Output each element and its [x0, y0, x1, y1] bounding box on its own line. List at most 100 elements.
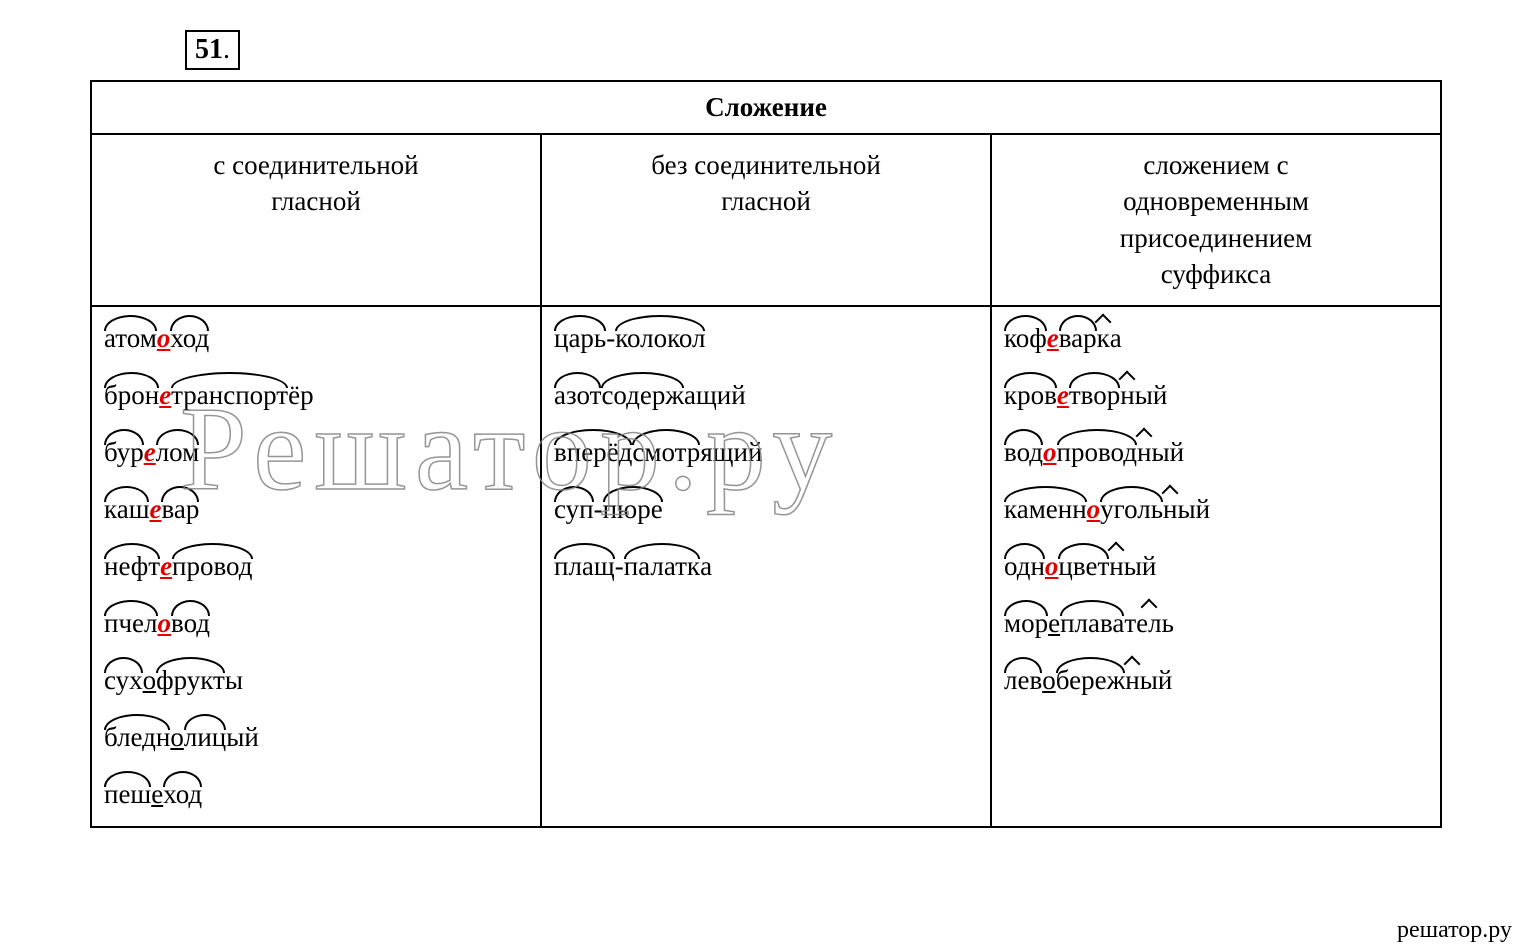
word-segment: азот [554, 382, 601, 409]
word-segment: - [606, 325, 615, 352]
word-segment: е [1057, 382, 1069, 409]
col1-header: с соединительнойгласной [91, 134, 541, 306]
word-segment: нефт [104, 553, 160, 580]
word-segment: бледн [104, 724, 170, 751]
word-segment: цвет [1058, 553, 1109, 580]
word-segment: н [1125, 667, 1139, 694]
word-segment: тель [1124, 610, 1174, 637]
word-line: пешеход [104, 781, 528, 808]
word-line: суп-пюре [554, 496, 978, 523]
word-line: атомоход [104, 325, 528, 352]
word-segment: о [158, 610, 172, 637]
word-line: бледнолицый [104, 724, 528, 751]
word-line: левобережный [1004, 667, 1428, 694]
word-segment: вод [171, 610, 210, 637]
word-line: бурелом [104, 439, 528, 466]
word-segment: е [160, 553, 172, 580]
word-segment: ый [1124, 553, 1157, 580]
compounding-table: Сложение с соединительнойгласной без сое… [90, 80, 1442, 828]
word-segment: - [615, 553, 624, 580]
word-segment: вар [1059, 325, 1097, 352]
word-segment: пюре [603, 496, 663, 523]
word-segment: каменн [1004, 496, 1087, 523]
word-segment: кров [1004, 382, 1057, 409]
col3-words: кофеваркакроветворныйводопроводныйкаменн… [991, 306, 1441, 827]
word-line: мореплаватель [1004, 610, 1428, 637]
exercise-number-box: 51. [185, 30, 240, 70]
word-segment: н [1120, 382, 1134, 409]
word-segment: ый [226, 724, 259, 751]
word-segment: провод [172, 553, 252, 580]
col3-header: сложением содновременнымприсоединениемсу… [991, 134, 1441, 306]
word-segment: о [1043, 439, 1057, 466]
word-segment: о [1087, 496, 1101, 523]
col1-words: атомоходбронетранспортёрбуреломкашеварне… [91, 306, 541, 827]
word-segment: о [157, 325, 171, 352]
word-segment: вод [1004, 439, 1043, 466]
word-segment: ый [1177, 496, 1210, 523]
word-segment: вар [161, 496, 199, 523]
word-segment: н [1163, 496, 1177, 523]
word-segment: а [700, 553, 712, 580]
word-line: пчеловод [104, 610, 528, 637]
word-line: кофеварка [1004, 325, 1428, 352]
word-segment: ход [163, 781, 202, 808]
word-segment: колокол [615, 325, 705, 352]
word-segment: о [170, 724, 184, 751]
word-segment: ый [1151, 439, 1184, 466]
word-segment: бур [104, 439, 144, 466]
word-line: вперёдсмотрящий [554, 439, 978, 466]
word-segment: е [159, 382, 171, 409]
word-segment: палатк [624, 553, 700, 580]
word-line: водопроводный [1004, 439, 1428, 466]
col2-words: царь-колоколазотсодержащийвперёдсмотрящи… [541, 306, 991, 827]
word-segment: брон [104, 382, 159, 409]
word-segment: пчел [104, 610, 158, 637]
exercise-number: 51 [195, 34, 223, 65]
word-segment: ёр [288, 382, 313, 409]
word-line: бронетранспортёр [104, 382, 528, 409]
word-segment: плава [1060, 610, 1124, 637]
word-segment: е [144, 439, 156, 466]
word-segment: смотр [632, 439, 700, 466]
word-segment: е [1047, 325, 1059, 352]
footer-attribution: решатор.ру [1397, 917, 1512, 944]
word-segment: лев [1004, 667, 1042, 694]
word-segment: е [151, 781, 163, 808]
word-segment: ащий [684, 382, 746, 409]
word-segment: ящий [700, 439, 762, 466]
word-segment: сух [104, 667, 143, 694]
word-segment: е [1048, 610, 1060, 637]
word-segment: вперёд [554, 439, 632, 466]
word-line: азотсодержащий [554, 382, 978, 409]
word-line: кашевар [104, 496, 528, 523]
word-segment: твор [1069, 382, 1120, 409]
word-line: нефтепровод [104, 553, 528, 580]
word-segment: коф [1004, 325, 1047, 352]
word-segment: фрукт [156, 667, 225, 694]
word-segment: одн [1004, 553, 1045, 580]
word-segment: пеш [104, 781, 151, 808]
word-segment: - [594, 496, 603, 523]
word-segment: береж [1056, 667, 1126, 694]
word-segment: н [1137, 439, 1151, 466]
word-line: одноцветный [1004, 553, 1428, 580]
word-segment: каш [104, 496, 149, 523]
word-segment: к [1097, 325, 1110, 352]
word-line: кроветворный [1004, 382, 1428, 409]
word-segment: суп [554, 496, 594, 523]
word-segment: транспорт [171, 382, 288, 409]
word-segment: о [1042, 667, 1056, 694]
word-segment: е [149, 496, 161, 523]
word-line: каменноугольный [1004, 496, 1428, 523]
word-segment: плащ [554, 553, 615, 580]
word-segment: о [1045, 553, 1059, 580]
word-segment: мор [1004, 610, 1048, 637]
col2-header: без соединительнойгласной [541, 134, 991, 306]
word-segment: о [143, 667, 157, 694]
word-segment: ый [1135, 382, 1168, 409]
word-line: сухофрукты [104, 667, 528, 694]
word-segment: лом [156, 439, 200, 466]
table-title: Сложение [91, 81, 1441, 134]
word-segment: содерж [601, 382, 684, 409]
